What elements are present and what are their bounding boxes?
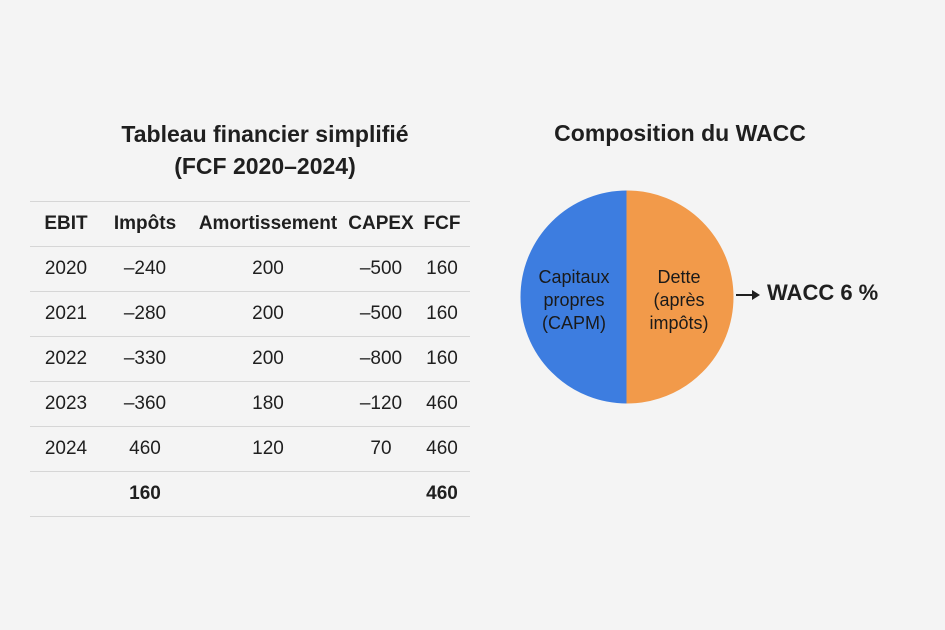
table-cell: 200 [188,246,348,292]
table-cell: 2020 [30,246,102,292]
pie-label-line: Capitaux [538,267,610,287]
table-cell: –120 [348,381,414,427]
table-cell: 460 [414,426,470,472]
pie-label-line: Dette [657,267,701,287]
pie-label-line: impôts) [649,313,709,333]
table-row: 2020 –240 200 –500 160 [30,246,470,292]
table-title-line2: (FCF 2020–2024) [174,153,356,179]
table-row: 2022 –330 200 –800 160 [30,336,470,382]
table-cell: 120 [188,426,348,472]
total-cell [188,471,348,517]
table-cell: 200 [188,336,348,382]
table-cell: –240 [102,246,188,292]
table-row: 2021 –280 200 –500 160 [30,291,470,337]
pie-label-line: propres [543,290,605,310]
total-cell: 460 [414,471,470,517]
table-cell: –360 [102,381,188,427]
total-cell: 160 [102,471,188,517]
table-cell: 70 [348,426,414,472]
table-title-line1: Tableau financier simplifié [121,121,409,147]
table-cell: 200 [188,291,348,337]
table-cell: –500 [348,246,414,292]
header-cell: CAPEX [348,201,414,247]
table-cell: –280 [102,291,188,337]
pie-slice-label-equity: Capitaux propres (CAPM) [522,266,626,335]
table-cell: –800 [348,336,414,382]
table-cell: 2021 [30,291,102,337]
table-cell: 2023 [30,381,102,427]
table-title: Tableau financier simplifié (FCF 2020–20… [30,118,500,182]
pie-slice-debt [626,190,734,404]
total-cell [348,471,414,517]
pie-slice-equity [520,190,628,404]
pie-label-line: (après [653,290,705,310]
header-cell: Amortissement [188,201,348,247]
pie-label-line: (CAPM) [542,313,606,333]
header-cell: Impôts [102,201,188,247]
financial-table: EBIT Impôts Amortissement CAPEX FCF 2020… [30,201,470,517]
table-cell: 460 [102,426,188,472]
table-total-row: 160 460 [30,471,470,517]
table-cell: 460 [414,381,470,427]
pie-slice-label-debt: Dette (après impôts) [628,266,730,335]
table-cell: –330 [102,336,188,382]
header-cell: FCF [414,201,470,247]
table-header-row: EBIT Impôts Amortissement CAPEX FCF [30,201,470,247]
header-cell: EBIT [30,201,102,247]
table-cell: 160 [414,246,470,292]
table-cell: 160 [414,336,470,382]
table-row: 2024 460 120 70 460 [30,426,470,472]
total-cell [30,471,102,517]
pie-chart-title: Composition du WACC [554,120,806,146]
table-cell: 160 [414,291,470,337]
wacc-annotation: WACC 6 % [767,280,879,305]
table-cell: 2024 [30,426,102,472]
table-row: 2023 –360 180 –120 460 [30,381,470,427]
wacc-pie-chart [520,190,734,404]
table-cell: 2022 [30,336,102,382]
table-cell: 180 [188,381,348,427]
table-cell: –500 [348,291,414,337]
arrow-right-icon [736,290,760,300]
